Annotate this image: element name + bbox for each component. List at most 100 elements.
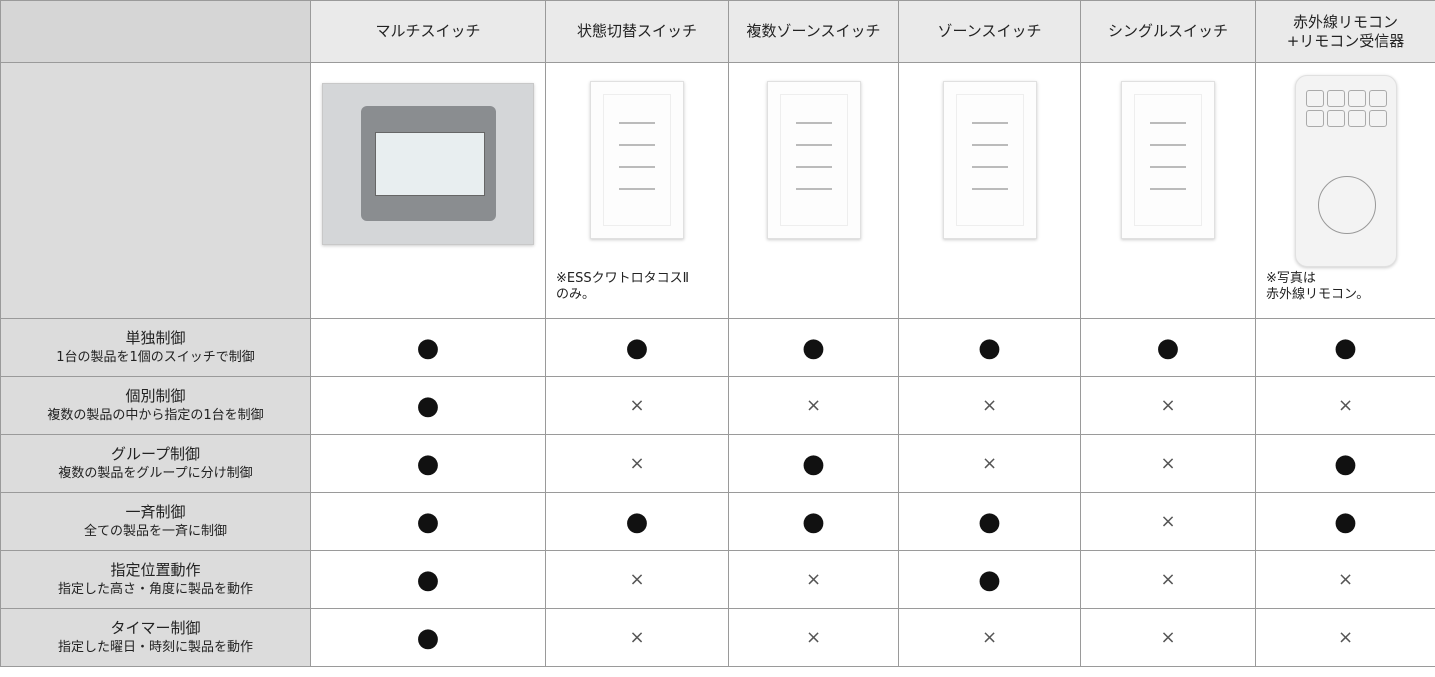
switch-mark — [619, 144, 655, 146]
support-cell: × — [898, 376, 1081, 435]
support-mark: × — [805, 627, 822, 648]
device-photo — [1121, 81, 1215, 239]
support-cell: × — [728, 376, 899, 435]
support-cell: ● — [545, 318, 729, 377]
support-mark: × — [629, 627, 645, 648]
image-cell — [728, 62, 899, 319]
support-mark: ● — [416, 390, 440, 421]
device-screen — [375, 132, 485, 196]
feature-title: 個別制御 — [125, 386, 186, 405]
switch-mark — [795, 188, 832, 190]
feature-title: 一斉制御 — [125, 502, 186, 521]
image-cell: ※写真は 赤外線リモコン。 — [1255, 62, 1435, 319]
support-cell: × — [898, 608, 1081, 667]
support-mark: × — [805, 569, 822, 590]
remote-button — [1305, 90, 1324, 107]
support-mark: ● — [1334, 332, 1357, 363]
feature-subtitle: 指定した曜日・時刻に製品を動作 — [57, 639, 253, 655]
support-mark: ● — [978, 506, 1001, 537]
support-mark: × — [629, 395, 645, 416]
remote-button — [1347, 90, 1366, 107]
device-photo — [590, 81, 684, 239]
support-cell: ● — [728, 492, 899, 551]
column-header: 状態切替スイッチ — [545, 0, 729, 63]
switch-mark — [1150, 122, 1186, 124]
support-mark: ● — [1334, 506, 1357, 537]
support-mark: × — [981, 453, 998, 474]
column-header: ゾーンスイッチ — [898, 0, 1081, 63]
support-cell: ● — [1080, 318, 1256, 377]
support-cell: ● — [310, 434, 546, 493]
feature-row: グループ制御 複数の製品をグループに分け制御 ● × ● × × ● — [0, 434, 1435, 493]
device-photo — [942, 81, 1037, 239]
support-cell: × — [1255, 550, 1435, 609]
switch-mark — [795, 122, 832, 124]
support-mark: ● — [416, 332, 440, 363]
corner-cell — [0, 0, 311, 63]
support-mark: ● — [416, 622, 440, 653]
row-header: 一斉制御全ての製品を一斉に制御 — [0, 492, 311, 551]
feature-subtitle: 指定した高さ・角度に製品を動作 — [57, 581, 253, 597]
support-cell: × — [545, 550, 729, 609]
support-cell: ● — [898, 318, 1081, 377]
support-mark: × — [629, 453, 645, 474]
support-mark: ● — [802, 448, 825, 479]
support-cell: ● — [1255, 492, 1435, 551]
support-cell: × — [728, 550, 899, 609]
support-mark: ● — [416, 506, 440, 537]
support-cell: × — [1080, 608, 1256, 667]
switch-face — [1134, 94, 1202, 226]
support-mark: × — [805, 395, 822, 416]
support-cell: ● — [728, 318, 899, 377]
support-mark: ● — [978, 564, 1001, 595]
feature-subtitle: 全ての製品を一斉に制御 — [83, 523, 227, 539]
remote-button — [1368, 90, 1387, 107]
switch-mark — [795, 166, 832, 168]
switch-mark — [1150, 166, 1186, 168]
image-cell: ※ESSクワトロタコスⅡ のみ。 — [545, 62, 729, 319]
support-cell: × — [1080, 376, 1256, 435]
support-cell: ● — [898, 550, 1081, 609]
switch-mark — [619, 166, 655, 168]
switch-mark — [971, 122, 1008, 124]
support-cell: × — [728, 608, 899, 667]
support-mark: ● — [416, 564, 440, 595]
support-mark: ● — [1334, 448, 1357, 479]
device-photo — [766, 81, 861, 239]
support-mark: ● — [1156, 332, 1180, 363]
support-mark: × — [981, 395, 998, 416]
support-mark: ● — [802, 506, 825, 537]
device-photo — [322, 83, 534, 245]
row-header: グループ制御 複数の製品をグループに分け制御 — [0, 434, 311, 493]
switch-mark — [795, 144, 832, 146]
feature-row: 指定位置動作 指定した高さ・角度に製品を動作 ● × × ● × × — [0, 550, 1435, 609]
switch-mark — [619, 122, 655, 124]
support-mark: × — [1160, 627, 1176, 648]
support-mark: ● — [978, 332, 1001, 363]
support-cell: ● — [310, 318, 546, 377]
support-cell: × — [1255, 608, 1435, 667]
support-cell: ● — [310, 550, 546, 609]
remote-button — [1347, 110, 1366, 127]
support-cell: ● — [310, 608, 546, 667]
feature-title: 指定位置動作 — [110, 560, 201, 579]
switch-mark — [1150, 144, 1186, 146]
row-header: 単独制御 1台の製品を1個のスイッチで制御 — [0, 318, 311, 377]
support-cell: × — [1080, 492, 1256, 551]
feature-row: 単独制御 1台の製品を1個のスイッチで制御 ● ● ● ● ● ● — [0, 318, 1435, 377]
image-cell — [898, 62, 1081, 319]
support-cell: × — [1080, 550, 1256, 609]
support-cell: × — [1255, 376, 1435, 435]
support-mark: × — [1160, 453, 1176, 474]
switch-mark — [619, 188, 655, 190]
column-header: 複数ゾーンスイッチ — [728, 0, 899, 63]
corner-cell — [0, 62, 311, 319]
support-cell: ● — [310, 492, 546, 551]
remote-dpad — [1305, 163, 1388, 247]
feature-subtitle: 1台の製品を1個のスイッチで制御 — [56, 349, 255, 365]
remote-button — [1368, 110, 1387, 127]
column-header: 赤外線リモコン +リモコン受信器 — [1255, 0, 1435, 63]
